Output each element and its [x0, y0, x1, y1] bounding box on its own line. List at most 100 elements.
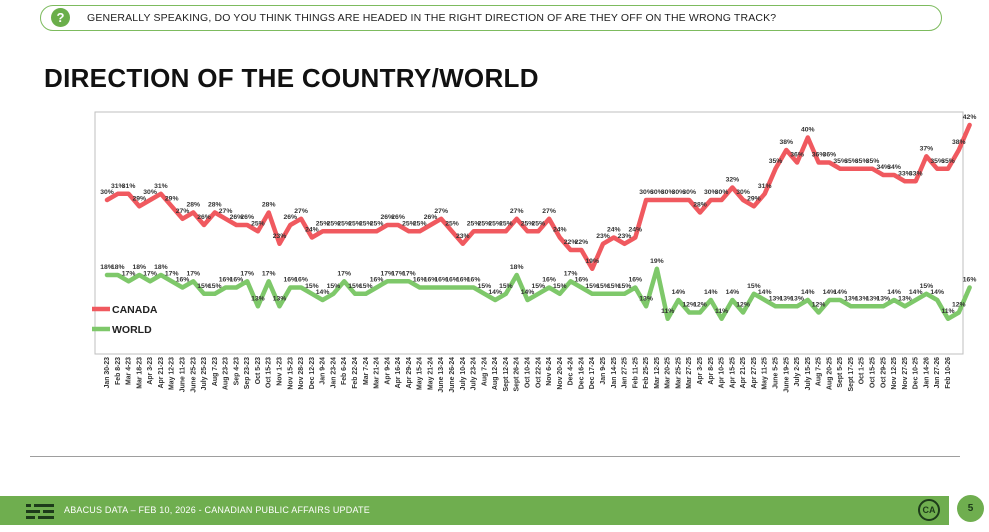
- x-tick-label: June 11-23: [180, 357, 187, 392]
- data-label: 25%: [531, 220, 545, 227]
- x-tick-label: Apr 8-25: [708, 357, 715, 385]
- x-tick-label: Apr 29-24: [406, 357, 413, 389]
- x-tick-label: Mar 7-24: [363, 357, 370, 385]
- data-label: 28%: [262, 202, 276, 209]
- data-label: 17%: [262, 270, 276, 277]
- data-label: 24%: [628, 227, 642, 234]
- x-tick-label: Sept 17-25: [848, 357, 855, 392]
- data-label: 23%: [456, 233, 470, 240]
- data-label: 17%: [240, 270, 254, 277]
- data-label: 16%: [219, 277, 233, 284]
- data-label: 15%: [499, 283, 513, 290]
- data-label: 22%: [564, 239, 578, 246]
- x-tick-label: Feb 22-24: [352, 357, 359, 389]
- question-icon: ?: [51, 8, 70, 27]
- data-label: 14%: [704, 289, 718, 296]
- data-label: 25%: [348, 220, 362, 227]
- data-label: 33%: [898, 170, 912, 177]
- x-tick-label: Dec 4-24: [568, 357, 575, 386]
- data-label: 19%: [650, 258, 664, 265]
- data-label: 14%: [521, 289, 535, 296]
- footer-bar: ABACUS DATA – FEB 10, 2026 - CANADIAN PU…: [0, 496, 949, 525]
- data-label: 25%: [359, 220, 373, 227]
- x-tick-label: Jan 27-25: [622, 357, 629, 389]
- data-label: 13%: [855, 295, 869, 302]
- x-tick-label: Dec 10-25: [913, 357, 920, 389]
- data-label: 14%: [801, 289, 815, 296]
- data-label: 15%: [553, 283, 567, 290]
- data-label: 13%: [251, 295, 265, 302]
- x-tick-label: Aug 23-23: [223, 357, 230, 390]
- data-label: 11%: [661, 308, 674, 315]
- x-tick-label: Dec 12-23: [309, 357, 316, 389]
- data-label: 13%: [844, 295, 858, 302]
- data-label: 30%: [650, 189, 664, 196]
- data-label: 15%: [920, 283, 934, 290]
- x-tick-label: Oct 15-25: [870, 357, 877, 388]
- data-label: 25%: [445, 220, 459, 227]
- data-label: 13%: [639, 295, 653, 302]
- data-label: 27%: [510, 208, 524, 215]
- x-tick-label: Sep 23-23: [244, 357, 251, 389]
- data-label: 12%: [736, 302, 750, 309]
- x-tick-label: June 13-24: [438, 357, 445, 393]
- data-label: 30%: [639, 189, 653, 196]
- data-label: 16%: [575, 277, 589, 284]
- x-tick-label: Apr 21-25: [740, 357, 747, 389]
- data-label: 27%: [176, 208, 190, 215]
- data-label: 16%: [370, 277, 384, 284]
- data-label: 36%: [790, 152, 804, 159]
- data-label: 15%: [327, 283, 341, 290]
- data-label: 13%: [876, 295, 890, 302]
- data-label: 17%: [122, 270, 136, 277]
- x-tick-label: Apr 3-23: [147, 357, 154, 385]
- x-tick-label: Feb 10-26: [945, 357, 952, 389]
- x-tick-label: May 21-24: [428, 357, 435, 390]
- data-label: 30%: [704, 189, 718, 196]
- data-label: 15%: [359, 283, 373, 290]
- data-label: 35%: [844, 158, 858, 165]
- data-label: 16%: [542, 277, 556, 284]
- data-label: 18%: [154, 264, 168, 271]
- data-label: 17%: [380, 270, 394, 277]
- data-label: 14%: [488, 289, 502, 296]
- x-tick-label: Aug 7-23: [212, 357, 219, 386]
- data-label: 17%: [186, 270, 200, 277]
- data-label: 15%: [747, 283, 761, 290]
- x-tick-label: June 5-25: [773, 357, 780, 389]
- data-label: 30%: [100, 189, 114, 196]
- data-label: 26%: [424, 214, 438, 221]
- data-label: 33%: [909, 170, 923, 177]
- data-label: 29%: [747, 195, 761, 202]
- data-label: 29%: [165, 195, 179, 202]
- x-tick-label: July 23-24: [471, 357, 478, 390]
- data-label: 15%: [531, 283, 545, 290]
- data-label: 35%: [769, 158, 783, 165]
- data-label: 35%: [941, 158, 955, 165]
- data-label: 16%: [413, 277, 427, 284]
- data-label: 16%: [963, 277, 977, 284]
- data-label: 35%: [833, 158, 847, 165]
- data-label: 12%: [693, 302, 707, 309]
- data-label: 12%: [682, 302, 696, 309]
- data-label: 26%: [240, 214, 254, 221]
- data-label: 17%: [391, 270, 405, 277]
- data-label: 29%: [132, 195, 146, 202]
- data-label: 18%: [132, 264, 146, 271]
- data-label: 13%: [779, 295, 793, 302]
- x-tick-label: Nov 12-25: [891, 357, 898, 390]
- x-tick-label: Jan 23-24: [330, 357, 337, 389]
- data-label: 35%: [866, 158, 880, 165]
- x-tick-label: July 15-25: [805, 357, 812, 390]
- data-label: 12%: [952, 302, 966, 309]
- ca-badge: CA: [918, 499, 940, 521]
- plot-frame: [94, 111, 964, 355]
- x-tick-label: June 26-24: [449, 357, 456, 393]
- data-label: 24%: [553, 227, 567, 234]
- data-label: 40%: [801, 127, 815, 134]
- x-tick-label: Jan 14-25: [611, 357, 618, 389]
- data-label: 28%: [186, 202, 200, 209]
- data-label: 17%: [337, 270, 351, 277]
- x-tick-label: Dec 16-24: [578, 357, 585, 389]
- data-label: 14%: [823, 289, 837, 296]
